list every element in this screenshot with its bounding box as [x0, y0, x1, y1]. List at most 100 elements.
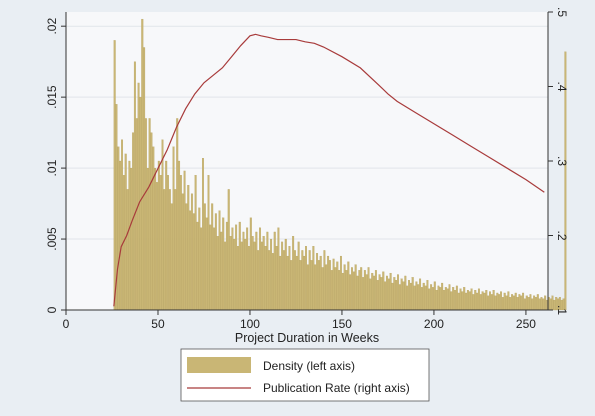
y-right-tick-label: .3: [555, 156, 569, 166]
density-bar: [391, 282, 394, 311]
density-bar: [349, 274, 352, 311]
density-bar: [225, 221, 228, 311]
density-bar: [332, 258, 335, 311]
density-bar: [494, 295, 497, 311]
density-bar: [310, 260, 313, 311]
density-bar: [273, 231, 276, 311]
density-bar: [516, 297, 519, 311]
density-bar: [317, 260, 320, 311]
density-bar: [190, 193, 193, 311]
density-bar: [183, 170, 186, 311]
density-bar: [360, 267, 363, 311]
density-bar: [343, 264, 346, 311]
density-bar: [213, 227, 215, 311]
density-bar: [459, 288, 462, 311]
density-bar: [466, 290, 469, 311]
density-bar: [281, 241, 284, 311]
density-bar: [538, 298, 541, 311]
density-bar: [522, 292, 525, 311]
density-bar: [384, 281, 387, 311]
density-bar: [121, 139, 124, 311]
density-bar: [181, 193, 184, 311]
density-bar: [509, 297, 512, 311]
density-bar: [345, 270, 348, 311]
density-bar: [306, 264, 309, 311]
density-bar: [525, 295, 528, 311]
density-bar: [411, 277, 414, 311]
density-bar: [293, 250, 296, 311]
density-bar: [242, 231, 245, 311]
density-bar: [224, 241, 227, 311]
density-bar: [555, 297, 558, 311]
density-bar: [249, 217, 252, 311]
density-bar: [279, 255, 282, 311]
density-bar: [203, 203, 206, 311]
density-bar: [198, 207, 201, 311]
density-bar: [404, 275, 407, 311]
density-bar: [205, 217, 208, 311]
x-tick-label: 250: [516, 317, 536, 331]
density-bar: [303, 255, 306, 311]
density-bar: [356, 275, 359, 311]
density-bar: [163, 189, 166, 311]
density-bar: [455, 285, 458, 311]
density-bar: [251, 236, 254, 311]
density-bar: [347, 261, 350, 311]
y-right-tick-label: .4: [555, 81, 569, 91]
density-bar: [305, 246, 307, 311]
density-bar: [130, 167, 133, 311]
density-bar: [271, 253, 274, 311]
density-bar: [489, 291, 491, 311]
density-bar: [192, 213, 195, 311]
density-bar: [465, 292, 468, 311]
density-bar: [235, 224, 238, 311]
density-bar: [385, 275, 388, 311]
density-bar: [351, 267, 353, 311]
y-right-tick-label: .5: [555, 7, 569, 17]
y-right-tick-label: .1: [555, 305, 569, 315]
density-bar: [137, 82, 140, 311]
density-bar: [463, 287, 466, 311]
density-bar: [549, 298, 552, 311]
density-bar: [378, 274, 381, 311]
density-bar: [446, 288, 449, 311]
y-left-tick-label: .01: [45, 159, 59, 176]
density-bar: [564, 51, 567, 311]
publication-rate-line: [113, 33, 545, 307]
density-bar: [374, 270, 377, 311]
density-bar: [443, 290, 445, 311]
density-bar: [328, 260, 331, 311]
density-bar: [422, 282, 425, 311]
density-bar: [220, 231, 223, 311]
density-bar: [286, 255, 289, 311]
density-bar: [301, 250, 304, 311]
density-bar: [268, 250, 271, 311]
density-bar: [135, 118, 138, 311]
density-bar: [117, 146, 120, 311]
density-bar: [518, 294, 521, 311]
density-bar: [551, 295, 554, 311]
density-bar: [233, 238, 236, 311]
density-bar: [393, 277, 396, 311]
density-bar: [176, 118, 179, 311]
density-bar: [472, 294, 475, 311]
density-bar: [503, 292, 506, 311]
density-bar: [174, 189, 177, 311]
density-bar: [222, 217, 225, 311]
density-bar: [312, 246, 315, 311]
density-bar: [387, 278, 390, 311]
density-bar: [168, 189, 171, 311]
density-bar: [139, 97, 142, 311]
density-bar: [352, 271, 355, 311]
density-bar: [277, 227, 280, 311]
density-bar: [454, 290, 456, 311]
density-bar: [148, 118, 151, 311]
density-bar: [406, 285, 409, 311]
density-bar: [544, 295, 547, 311]
y-left-tick-label: .02: [45, 18, 59, 35]
density-bar: [501, 297, 504, 311]
density-bar: [156, 182, 158, 311]
x-tick-label: 0: [63, 317, 70, 331]
density-bar: [413, 285, 416, 311]
